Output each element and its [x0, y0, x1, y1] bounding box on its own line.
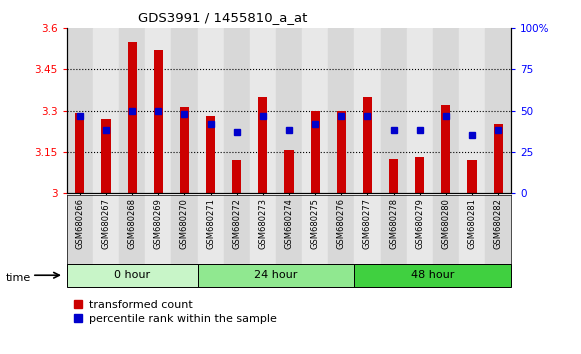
- Bar: [67, 28, 93, 193]
- Bar: [76, 113, 84, 193]
- Bar: [485, 28, 511, 193]
- Text: 24 hour: 24 hour: [254, 270, 297, 280]
- Bar: [93, 28, 119, 193]
- Bar: [337, 111, 346, 193]
- Text: GSM680266: GSM680266: [76, 198, 84, 249]
- Bar: [224, 28, 250, 193]
- Bar: [224, 195, 250, 264]
- Bar: [171, 28, 198, 193]
- Bar: [381, 28, 407, 193]
- Bar: [250, 195, 276, 264]
- Text: GSM680278: GSM680278: [389, 198, 398, 249]
- Bar: [468, 160, 476, 193]
- Bar: [198, 28, 224, 193]
- Bar: [328, 28, 354, 193]
- Text: 0 hour: 0 hour: [114, 270, 150, 280]
- Text: GSM680281: GSM680281: [468, 198, 476, 249]
- Text: GSM680275: GSM680275: [311, 198, 320, 249]
- Bar: [276, 28, 302, 193]
- Text: GSM680267: GSM680267: [102, 198, 110, 249]
- Bar: [442, 105, 450, 193]
- Text: GDS3991 / 1455810_a_at: GDS3991 / 1455810_a_at: [138, 11, 307, 24]
- Bar: [67, 195, 93, 264]
- Bar: [354, 28, 381, 193]
- Bar: [302, 195, 328, 264]
- Bar: [459, 28, 485, 193]
- Text: GSM680270: GSM680270: [180, 198, 189, 249]
- Text: 48 hour: 48 hour: [411, 270, 454, 280]
- FancyBboxPatch shape: [198, 264, 354, 287]
- Bar: [407, 28, 433, 193]
- Bar: [302, 28, 328, 193]
- FancyBboxPatch shape: [354, 264, 511, 287]
- Bar: [407, 195, 433, 264]
- Bar: [119, 28, 145, 193]
- Bar: [328, 195, 354, 264]
- Bar: [198, 195, 224, 264]
- Bar: [119, 195, 145, 264]
- Bar: [285, 150, 293, 193]
- Text: GSM680280: GSM680280: [442, 198, 450, 249]
- Text: GSM680282: GSM680282: [494, 198, 503, 249]
- Bar: [145, 28, 171, 193]
- Bar: [232, 160, 241, 193]
- Text: GSM680279: GSM680279: [415, 198, 424, 249]
- Text: GSM680277: GSM680277: [363, 198, 372, 249]
- Bar: [381, 195, 407, 264]
- Bar: [250, 28, 276, 193]
- FancyBboxPatch shape: [67, 264, 198, 287]
- Bar: [276, 195, 302, 264]
- Bar: [311, 111, 320, 193]
- Bar: [433, 195, 459, 264]
- Bar: [389, 159, 398, 193]
- Bar: [128, 42, 137, 193]
- Bar: [171, 195, 198, 264]
- Bar: [363, 97, 372, 193]
- Bar: [485, 195, 511, 264]
- Text: GSM680269: GSM680269: [154, 198, 163, 249]
- Bar: [145, 195, 171, 264]
- Bar: [415, 157, 424, 193]
- Bar: [154, 50, 163, 193]
- Bar: [494, 124, 503, 193]
- Bar: [102, 119, 110, 193]
- Bar: [459, 195, 485, 264]
- Text: time: time: [6, 273, 31, 283]
- Bar: [206, 116, 215, 193]
- Legend: transformed count, percentile rank within the sample: transformed count, percentile rank withi…: [73, 299, 277, 324]
- Bar: [259, 97, 267, 193]
- Bar: [93, 195, 119, 264]
- Bar: [354, 195, 381, 264]
- Text: GSM680273: GSM680273: [259, 198, 267, 249]
- Text: GSM680268: GSM680268: [128, 198, 137, 249]
- Text: GSM680271: GSM680271: [206, 198, 215, 249]
- Text: GSM680272: GSM680272: [232, 198, 241, 249]
- Bar: [433, 28, 459, 193]
- Text: GSM680276: GSM680276: [337, 198, 346, 249]
- Bar: [180, 107, 189, 193]
- Text: GSM680274: GSM680274: [285, 198, 293, 249]
